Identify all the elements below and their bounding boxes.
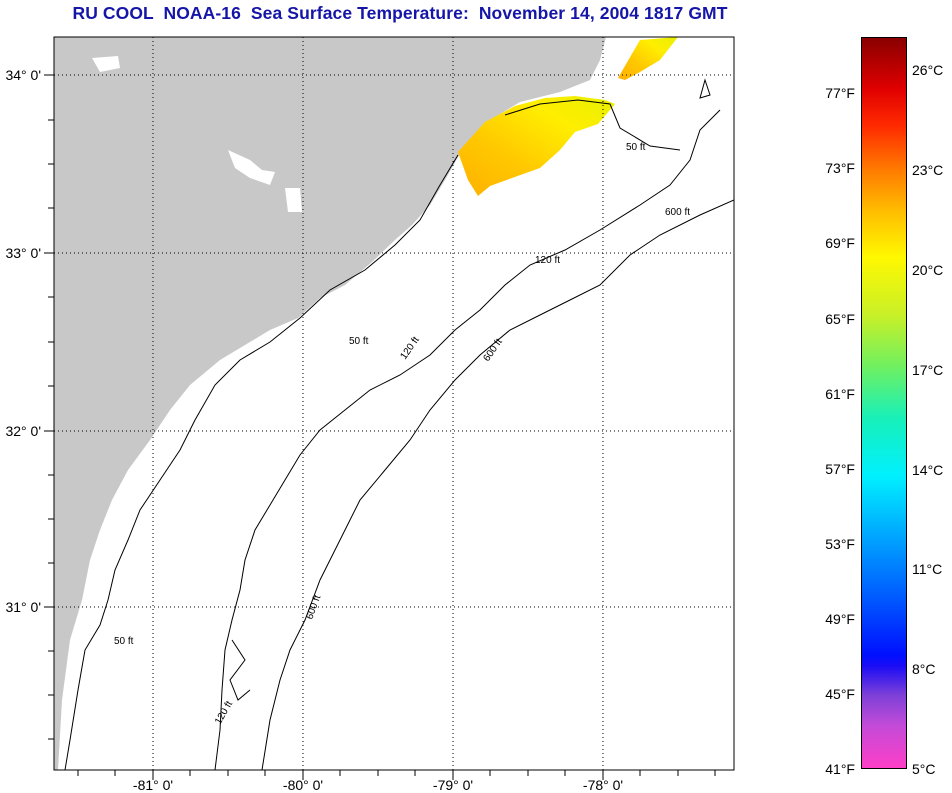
contour-600ft <box>261 199 734 770</box>
lat-label-32: 32° 0' <box>5 423 41 439</box>
temperature-colorbar <box>861 37 907 769</box>
contour-label-50ft: 50 ft <box>114 636 134 647</box>
colorbar-c-label: 8°C <box>912 661 936 678</box>
colorbar-f-label: 41°F <box>825 761 855 777</box>
colorbar-c-label: 14°C <box>912 461 944 478</box>
colorbar-c-label: 17°C <box>912 361 944 378</box>
colorbar-f-label: 53°F <box>825 535 855 552</box>
contour-label-50ft: 50 ft <box>349 336 369 347</box>
contour-label-120ft: 120 ft <box>535 255 560 266</box>
contour-120ft <box>214 109 721 770</box>
lat-label-31: 31° 0' <box>5 599 41 615</box>
contour-label-600ft: 600 ft <box>665 207 690 218</box>
sst-data-patch <box>458 96 615 196</box>
colorbar-c-label: 20°C <box>912 261 944 278</box>
land-area <box>54 37 606 770</box>
lat-label-33: 33° 0' <box>5 245 41 261</box>
lon-label-81: -81° 0' <box>133 777 173 793</box>
colorbar-f-label: 65°F <box>825 310 855 327</box>
colorbar-c-label: 26°C <box>912 62 944 79</box>
colorbar-c-label: 5°C <box>912 761 936 777</box>
colorbar-c-label: 11°C <box>912 561 943 578</box>
contour-50ft <box>64 154 459 770</box>
colorbar-f-label: 57°F <box>825 460 855 477</box>
lon-label-80: -80° 0' <box>283 777 323 793</box>
colorbar-f-label: 77°F <box>825 85 855 102</box>
colorbar-f-label: 69°F <box>825 235 855 252</box>
lon-label-78: -78° 0' <box>583 777 623 793</box>
colorbar-f-label: 45°F <box>825 685 855 702</box>
contour-label-50ft: 50 ft <box>626 142 646 153</box>
map-title: RU COOL NOAA-16 Sea Surface Temperature:… <box>72 3 728 23</box>
lon-label-79: -79° 0' <box>433 777 473 793</box>
lat-label-34: 34° 0' <box>5 67 41 83</box>
colorbar-c-label: 23°C <box>912 162 944 179</box>
colorbar-f-label: 73°F <box>825 160 855 177</box>
colorbar-f-label: 61°F <box>825 385 855 402</box>
colorbar-f-label: 49°F <box>825 610 855 627</box>
